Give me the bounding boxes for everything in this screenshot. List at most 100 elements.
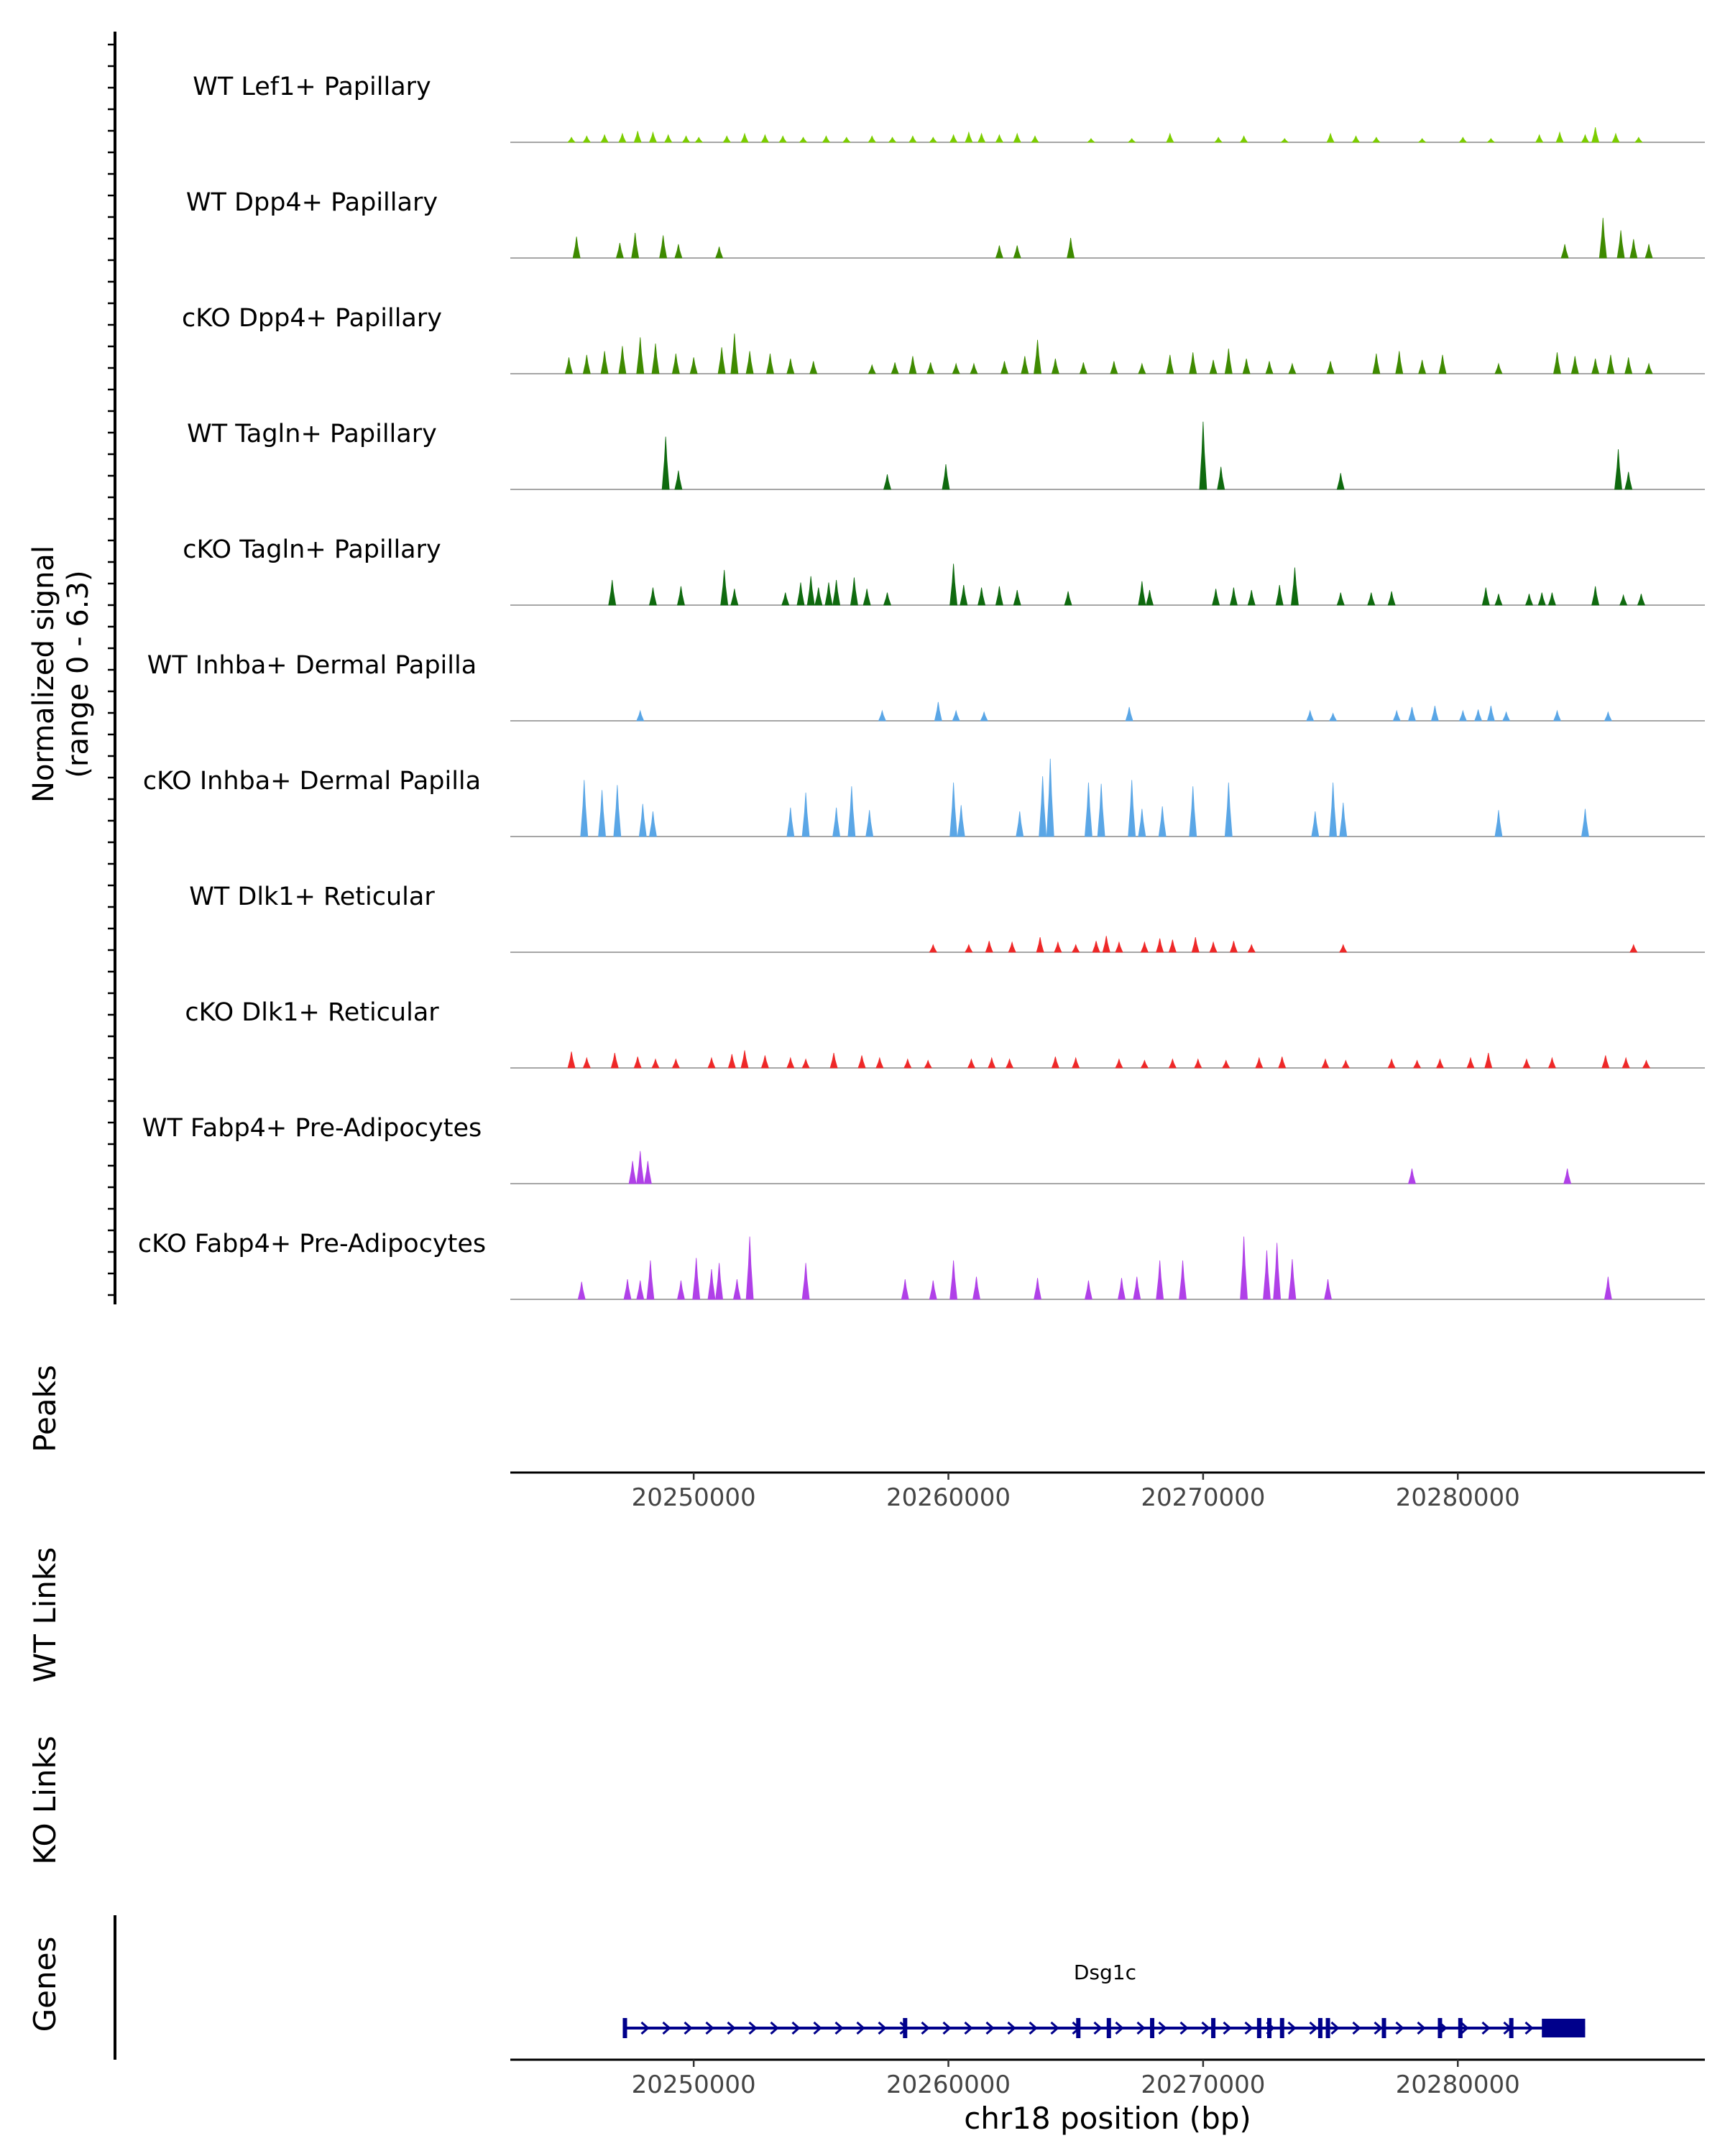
signal-peak [1000,361,1009,374]
gene-strand-arrow [1029,2021,1038,2035]
signal-peak [977,132,986,143]
track-wt-lef1-papillary: WT Lef1+ Papillary [193,73,1705,143]
gene-strand-arrow [985,2021,995,2035]
signal-peak [1591,126,1600,143]
signal-peak [1278,1056,1287,1069]
signal-peak [740,1050,749,1069]
signal-peak [1156,1260,1164,1300]
coverage-tracks: WT Lef1+ Papillary WT Dpp4+ Papillary cKO … [138,73,1705,1300]
gene-strand-arrow [770,2021,779,2035]
signal-peak [600,351,609,374]
track-label-wt-fabp4-pre-adipocytes: WT Fabp4+ Pre-Adipocytes [142,1114,482,1143]
signal-peak [618,346,627,374]
signal-peak [1229,941,1238,953]
signal-peak [1209,941,1218,953]
signal-peak [1624,357,1633,374]
signal-peak [822,135,831,143]
signal-peak [740,132,749,143]
signal-peak [582,135,592,143]
signal-peak [1622,1056,1630,1069]
signal-peak [1537,592,1546,606]
signal-peak [707,1269,716,1300]
signal-peak [1128,780,1136,837]
signal-peak [671,354,680,374]
peaks-x-axis-ticks: 20250000 20260000 20270000 20280000 [632,1473,1520,1512]
signal-peak [1039,776,1047,837]
signal-peak [1387,591,1396,606]
signal-peak [1229,587,1238,606]
gene-exon [903,2018,908,2038]
signal-peak [1581,134,1590,143]
signal-peak [1013,589,1021,606]
signal-peak [1501,711,1511,722]
signal-peak [661,436,670,490]
signal-peak [949,782,958,837]
gene-strand-arrow [1460,2021,1469,2035]
signal-peak [1570,356,1579,374]
signal-peak [674,244,683,259]
gene-strand-arrow [1136,2021,1146,2035]
signal-peak [1481,587,1490,606]
gene-strand-arrow [834,2021,844,2035]
gene-strand-arrow [640,2021,650,2035]
signal-peak [903,1058,912,1069]
signal-peak [567,1051,576,1069]
signal-peak [1591,586,1600,606]
signal-peak [1484,1052,1493,1069]
signal-peak [1372,354,1381,374]
signal-peak [1560,244,1569,259]
signal-peak [801,792,810,837]
signal-peak [1036,936,1044,953]
signal-peak [1438,354,1447,374]
signal-peak [1118,1278,1126,1300]
signal-peak [949,134,958,143]
signal-peak [857,1055,866,1069]
signal-peak [1115,1058,1123,1069]
signal-peak [924,1059,932,1069]
signal-peak [1273,1243,1282,1300]
signal-peak [1138,808,1146,837]
signal-peak [633,131,642,143]
ko-links-track-label: KO Links [27,1736,63,1865]
gene-strand-arrow [813,2021,822,2035]
signal-peak [1140,1059,1149,1069]
signal-peak [926,362,935,374]
gene-exon [1325,2018,1330,2038]
track-wt-dpp4-papillary: WT Dpp4+ Papillary [186,188,1705,259]
signal-y-axis [108,32,116,1304]
signal-peak [862,589,871,606]
signal-peak [1644,244,1653,259]
signal-peak [1435,1058,1445,1069]
signal-peak [1336,473,1345,490]
signal-peak [1291,567,1299,606]
signal-peak [1199,421,1208,490]
signal-peak [671,1058,680,1069]
signal-peak [1624,471,1633,490]
signal-peak [1524,594,1534,606]
gene-exon [1267,2018,1272,2038]
gene-strand-arrow [705,2021,714,2035]
signal-peak [1158,806,1167,837]
signal-peak [965,131,973,143]
gene-exon [1317,2018,1322,2038]
signal-peak [970,362,978,374]
signal-peak [1138,362,1146,374]
gene-strand-arrow [684,2021,693,2035]
signal-peak [692,1258,701,1300]
signal-peak [1031,135,1039,143]
signal-peak [1616,230,1625,259]
signal-peak [1619,594,1628,606]
signal-peak [868,135,876,143]
signal-peak [1458,709,1467,722]
signal-peak [730,589,739,606]
signal-peak [567,137,576,143]
signal-peak [1644,362,1653,374]
signal-peak [1224,782,1233,837]
signal-peak [829,1052,838,1069]
signal-peak [633,1056,642,1069]
signal-peak [1614,449,1622,490]
signal-peak [1125,706,1133,722]
signal-peak [1072,944,1080,953]
signal-peak [681,135,691,143]
